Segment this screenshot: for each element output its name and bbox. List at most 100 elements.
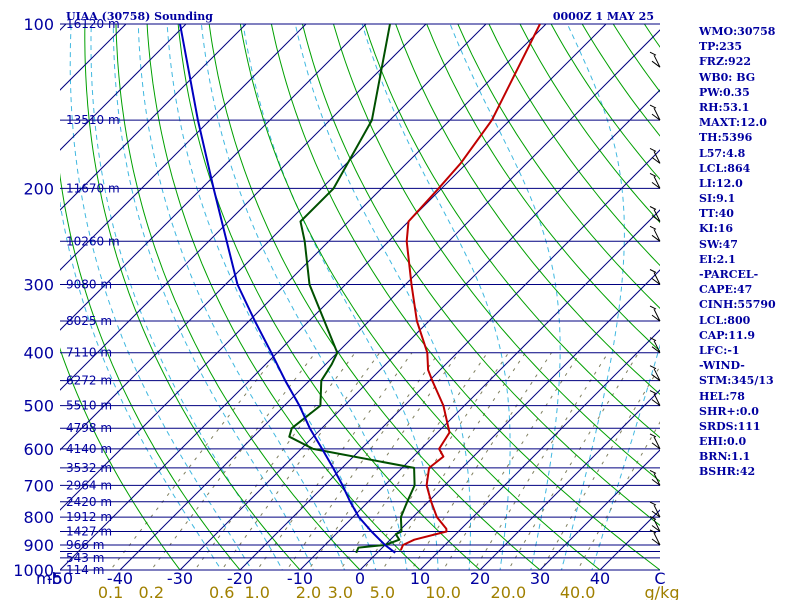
pressure-tick-label: 700	[23, 476, 54, 495]
mixing-ratio-line	[507, 352, 640, 570]
mixing-ratio-label: 5.0	[370, 583, 395, 600]
sounding-index-item: RH:53.1	[699, 100, 750, 114]
sounding-index-item: BRN:1.1	[699, 450, 751, 464]
height-label: 543 m	[66, 551, 104, 565]
moist-adiabat-line	[69, 24, 253, 570]
dry-adiabat-line	[146, 24, 421, 570]
sounding-index-item: CAPE:47	[699, 283, 753, 297]
dry-adiabat-line	[177, 24, 481, 570]
sounding-index-item: HEL:78	[699, 389, 745, 403]
sounding-profiles	[179, 24, 541, 554]
temperature-tick-label: -40	[107, 569, 133, 588]
wind-barb	[649, 433, 661, 450]
height-label: 1427 m	[66, 524, 112, 538]
isotherm-line	[0, 12, 18, 582]
wind-barb	[649, 147, 661, 164]
mixing-ratio-line	[339, 352, 488, 570]
height-label: 1912 m	[66, 510, 112, 524]
height-label: 4140 m	[66, 442, 112, 456]
mixing-ratio-line	[540, 365, 660, 570]
height-label: 9080 m	[66, 278, 112, 292]
dry-adiabat-line	[488, 24, 660, 267]
sounding-index-item: SW:47	[699, 237, 738, 251]
height-label: 2420 m	[66, 495, 112, 509]
sounding-index-item: WB0: BG	[699, 70, 756, 84]
mixing-ratio-line	[194, 352, 356, 570]
mixing-ratio-label: 3.0	[328, 583, 353, 600]
wind-barb	[649, 390, 661, 406]
mixing-ratio-label: 40.0	[560, 583, 596, 600]
mixing-ratio-label: 2.0	[296, 583, 321, 600]
height-label: 11670 m	[66, 181, 120, 195]
mixing-ratio-line	[109, 352, 279, 570]
pressure-tick-label: 800	[23, 508, 54, 527]
moist-adiabat-line	[200, 24, 408, 570]
isotherm-line	[60, 24, 247, 211]
height-label: 966 m	[66, 538, 104, 552]
wind-barb	[649, 529, 661, 546]
height-label: 6272 m	[66, 374, 112, 388]
pressure-tick-label: 100	[23, 15, 54, 34]
pressure-tick-label: 200	[23, 179, 54, 198]
moist-adiabats	[60, 24, 660, 570]
sounding-index-item: LCL:800	[699, 313, 751, 327]
wind-barb	[649, 51, 661, 68]
wind-barb	[649, 337, 661, 354]
dry-adiabat-line	[115, 24, 361, 570]
mixing-ratio-label: 0.6	[209, 583, 234, 600]
height-label: 114 m	[66, 563, 104, 577]
moist-adiabat-line	[242, 24, 439, 570]
sounding-index-item: TH:5396	[699, 131, 753, 145]
sounding-index-item: WMO:30758	[699, 25, 776, 38]
mixing-ratio-line	[221, 352, 381, 570]
moist-adiabat-line	[90, 24, 283, 570]
sounding-index-item: -PARCEL-	[699, 268, 759, 281]
pressure-tick-label: 600	[23, 440, 54, 459]
sounding-index-item: FRZ:922	[699, 55, 752, 69]
pressure-tick-label: 900	[23, 536, 54, 555]
sounding-indices-panel: WMO:30758 TP:235 FRZ:922 WB0: BG PW:0.35 RH:5…	[699, 24, 799, 480]
wind-barb	[649, 172, 661, 189]
height-label: 5510 m	[66, 399, 112, 413]
height-label: 3532 m	[66, 461, 112, 475]
plot-area	[60, 24, 660, 570]
mixing-ratio-line	[150, 352, 316, 570]
isotherm-line	[60, 24, 367, 331]
isotherm-line	[179, 89, 660, 570]
height-label: 4798 m	[66, 421, 112, 435]
moist-adiabat-line	[166, 24, 377, 570]
temperature-tick-label: 40	[590, 569, 610, 588]
wind-barb	[649, 305, 661, 322]
isotherm-line	[60, 24, 187, 151]
chart-title-left: UIAA (30758) Sounding	[66, 10, 213, 23]
isotherm-line	[359, 269, 660, 570]
dewpoint-profile-line	[288, 24, 416, 554]
dry-adiabat-line	[301, 24, 660, 526]
sounding-index-item: TP:235	[699, 40, 743, 54]
height-label: 16120 m	[66, 17, 120, 31]
mixing-ratio-lines	[109, 352, 660, 570]
height-label: 8025 m	[66, 314, 112, 328]
mixing-ratio-label: 0.1	[98, 583, 123, 600]
sounding-index-item: STM:345/13	[699, 374, 774, 388]
mixing-ratio-line	[577, 421, 660, 570]
sounding-index-item: LFC:-1	[699, 343, 740, 357]
isotherms	[0, 12, 660, 582]
height-label: 7110 m	[66, 346, 112, 360]
isotherm-line	[60, 24, 487, 451]
moist-adiabat-line	[137, 24, 346, 570]
wind-barb	[649, 269, 661, 285]
temperature-tick-label: 0	[355, 569, 365, 588]
pressure-tick-label: 400	[23, 344, 54, 363]
moist-adiabat-line	[361, 24, 511, 570]
sounding-index-item: -WIND-	[699, 359, 745, 373]
dry-adiabat-line	[270, 24, 660, 570]
temperature-tick-label: -20	[227, 569, 253, 588]
isotherm-line	[419, 329, 660, 570]
wind-barb	[649, 206, 661, 222]
isotherm-line	[299, 209, 660, 570]
sounding-index-item: EI:2.1	[699, 252, 736, 266]
moist-adiabat-line	[294, 24, 471, 570]
sounding-index-item: CAP:11.9	[699, 328, 756, 342]
